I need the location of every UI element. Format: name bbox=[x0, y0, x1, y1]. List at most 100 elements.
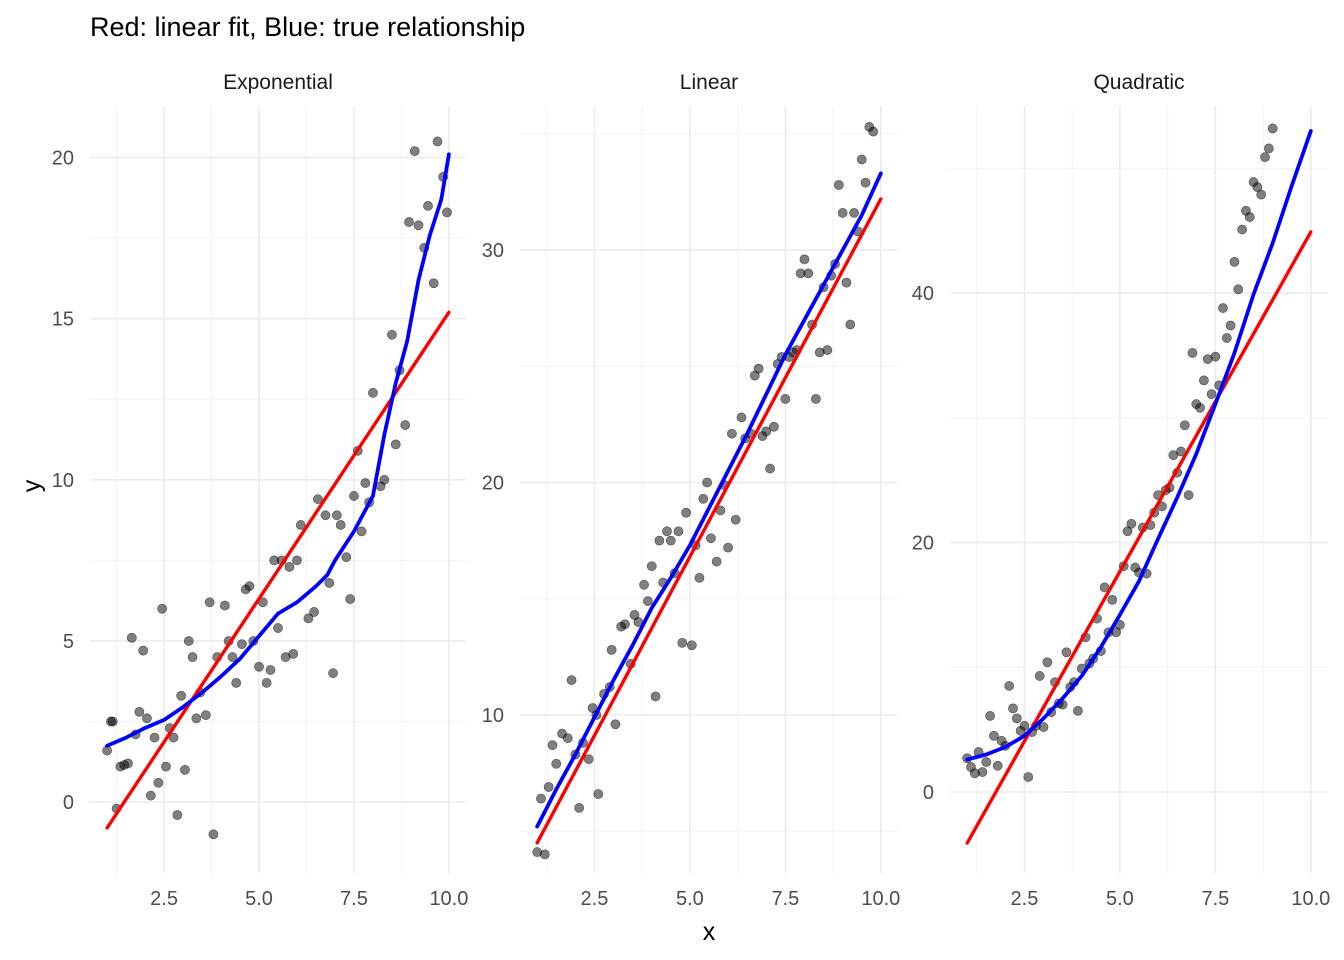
data-point bbox=[328, 668, 338, 679]
data-point bbox=[837, 208, 848, 218]
data-point bbox=[390, 439, 401, 450]
data-point bbox=[1260, 152, 1270, 163]
data-point bbox=[1061, 647, 1072, 658]
y-tick-label: 40 bbox=[912, 283, 934, 305]
data-point bbox=[536, 793, 546, 804]
data-point bbox=[1263, 143, 1274, 154]
data-point bbox=[992, 760, 1003, 771]
data-point bbox=[1225, 320, 1236, 331]
data-point bbox=[849, 208, 859, 218]
x-tick-label: 5.0 bbox=[1106, 888, 1134, 910]
data-point bbox=[187, 652, 198, 662]
data-point bbox=[1023, 772, 1034, 782]
data-point bbox=[341, 552, 352, 563]
data-point bbox=[413, 220, 424, 231]
data-point bbox=[309, 607, 319, 617]
data-point bbox=[547, 740, 558, 751]
data-point bbox=[331, 510, 342, 521]
y-tick-label: 15 bbox=[52, 309, 74, 331]
data-point bbox=[1256, 189, 1267, 200]
data-point bbox=[811, 393, 821, 404]
data-point bbox=[673, 526, 684, 537]
facet-panel: 2.5 5.0 7.5 10.0 0 20 40 Quadratic bbox=[912, 71, 1331, 910]
data-point bbox=[442, 207, 452, 218]
data-point bbox=[1199, 375, 1209, 386]
data-point bbox=[574, 803, 585, 813]
data-point bbox=[400, 420, 411, 430]
data-point bbox=[379, 474, 390, 485]
data-point bbox=[562, 733, 573, 744]
data-point bbox=[694, 572, 705, 583]
data-point bbox=[172, 810, 183, 820]
data-point bbox=[349, 491, 359, 501]
data-point bbox=[254, 661, 264, 672]
linear-fit-line bbox=[105, 310, 451, 830]
data-point bbox=[312, 494, 323, 505]
data-point bbox=[237, 639, 247, 650]
data-point bbox=[149, 732, 160, 743]
data-point bbox=[161, 761, 171, 772]
facet-panel: 2.5 5.0 7.5 10.0 10 20 30 Linear bbox=[482, 71, 901, 910]
y-tick-label: 20 bbox=[482, 473, 504, 495]
data-point bbox=[1210, 351, 1221, 362]
data-point bbox=[985, 710, 995, 721]
y-tick-label: 20 bbox=[912, 533, 934, 555]
data-point bbox=[736, 412, 747, 423]
data-point bbox=[643, 596, 653, 606]
data-point bbox=[335, 520, 346, 530]
data-point bbox=[639, 579, 649, 590]
data-point bbox=[1195, 402, 1205, 413]
data-point bbox=[856, 154, 867, 165]
data-point bbox=[539, 849, 550, 860]
data-point bbox=[566, 675, 577, 685]
facet-strip-label: Linear bbox=[680, 71, 738, 94]
data-point bbox=[409, 146, 420, 157]
data-point bbox=[200, 710, 211, 720]
data-point bbox=[1042, 657, 1053, 668]
y-tick-label: 5 bbox=[63, 631, 74, 653]
data-point bbox=[1011, 713, 1022, 724]
x-tick-label: 5.0 bbox=[676, 888, 704, 910]
data-point bbox=[1233, 284, 1244, 295]
linear-fit-line bbox=[535, 197, 883, 845]
data-point bbox=[126, 632, 137, 643]
facet-panels: 2.5 5.0 7.5 10.0 0 5 10 15 20 Exponential 2.5 5.0 7.… bbox=[52, 71, 1331, 910]
data-point bbox=[1229, 256, 1240, 267]
data-point bbox=[610, 719, 621, 730]
y-tick-label: 0 bbox=[923, 782, 934, 804]
x-tick-label: 7.5 bbox=[771, 888, 799, 910]
data-point bbox=[356, 526, 367, 537]
data-point bbox=[265, 665, 276, 675]
data-point bbox=[989, 730, 999, 741]
data-point bbox=[428, 278, 439, 289]
data-point bbox=[765, 463, 775, 474]
data-point bbox=[606, 644, 617, 655]
data-point bbox=[1218, 303, 1228, 313]
data-point bbox=[107, 716, 118, 727]
data-point bbox=[368, 387, 378, 398]
data-point bbox=[1004, 681, 1015, 691]
data-point bbox=[284, 561, 295, 572]
true-relationship-line bbox=[105, 152, 451, 748]
facet-strip-label: Exponential bbox=[223, 71, 333, 94]
data-point bbox=[1244, 212, 1255, 222]
data-point bbox=[727, 428, 737, 439]
data-point bbox=[176, 690, 187, 701]
data-point bbox=[244, 581, 255, 592]
data-point bbox=[227, 652, 238, 662]
data-point bbox=[303, 613, 314, 624]
data-point bbox=[702, 477, 712, 488]
data-point bbox=[273, 623, 283, 633]
y-tick-label: 10 bbox=[482, 705, 504, 727]
data-point bbox=[650, 691, 661, 702]
data-point bbox=[208, 829, 219, 840]
data-point bbox=[686, 640, 697, 651]
x-tick-label: 7.5 bbox=[1201, 888, 1229, 910]
data-point bbox=[761, 426, 772, 437]
data-point bbox=[1183, 490, 1194, 501]
data-point bbox=[231, 677, 242, 688]
x-tick-label: 2.5 bbox=[581, 888, 609, 910]
data-point bbox=[543, 782, 554, 792]
data-point bbox=[191, 713, 202, 724]
